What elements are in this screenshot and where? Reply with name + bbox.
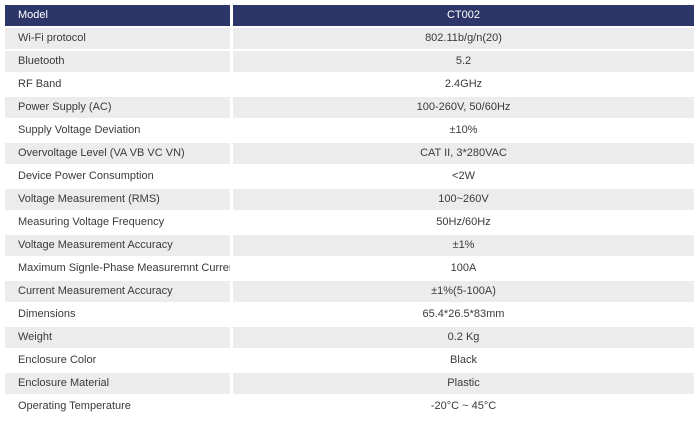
model-label: Model: [5, 5, 233, 26]
spec-label: Supply Voltage Deviation: [5, 120, 233, 141]
spec-label: RF Band: [5, 74, 233, 95]
spec-value: 100~260V: [233, 189, 694, 210]
spec-value: CAT II, 3*280VAC: [233, 143, 694, 164]
spec-header-row: Model CT002: [5, 5, 694, 26]
spec-row-rf-band: RF Band 2.4GHz: [5, 74, 694, 95]
spec-value: 50Hz/60Hz: [233, 212, 694, 233]
spec-value: <2W: [233, 166, 694, 187]
spec-value: Black: [233, 350, 694, 371]
spec-row-max-single-phase-current: Maximum Signle-Phase Measuremnt Current …: [5, 258, 694, 279]
spec-row-operating-temperature: Operating Temperature -20°C ~ 45°C: [5, 396, 694, 417]
spec-label: Power Supply (AC): [5, 97, 233, 118]
spec-value: 65.4*26.5*83mm: [233, 304, 694, 325]
spec-table-body: Model CT002 Wi-Fi protocol 802.11b/g/n(2…: [5, 5, 694, 417]
model-value: CT002: [233, 5, 694, 26]
spec-value: 802.11b/g/n(20): [233, 28, 694, 49]
spec-row-weight: Weight 0.2 Kg: [5, 327, 694, 348]
spec-row-enclosure-color: Enclosure Color Black: [5, 350, 694, 371]
spec-label: Measuring Voltage Frequency: [5, 212, 233, 233]
spec-label: Current Measurement Accuracy: [5, 281, 233, 302]
spec-row-current-measurement-accuracy: Current Measurement Accuracy ±1%(5-100A): [5, 281, 694, 302]
spec-label: Bluetooth: [5, 51, 233, 72]
spec-value: ±10%: [233, 120, 694, 141]
spec-row-device-power-consumption: Device Power Consumption <2W: [5, 166, 694, 187]
spec-value: 2.4GHz: [233, 74, 694, 95]
spec-value: Plastic: [233, 373, 694, 394]
spec-row-dimensions: Dimensions 65.4*26.5*83mm: [5, 304, 694, 325]
spec-row-wifi-protocol: Wi-Fi protocol 802.11b/g/n(20): [5, 28, 694, 49]
spec-label: Voltage Measurement (RMS): [5, 189, 233, 210]
spec-label: Weight: [5, 327, 233, 348]
spec-label: Dimensions: [5, 304, 233, 325]
spec-label: Voltage Measurement Accuracy: [5, 235, 233, 256]
spec-label: Enclosure Material: [5, 373, 233, 394]
spec-value: 100A: [233, 258, 694, 279]
spec-label: Device Power Consumption: [5, 166, 233, 187]
spec-row-measuring-voltage-frequency: Measuring Voltage Frequency 50Hz/60Hz: [5, 212, 694, 233]
spec-value: 0.2 Kg: [233, 327, 694, 348]
spec-row-supply-voltage-deviation: Supply Voltage Deviation ±10%: [5, 120, 694, 141]
spec-row-overvoltage-level: Overvoltage Level (VA VB VC VN) CAT II, …: [5, 143, 694, 164]
spec-label: Maximum Signle-Phase Measuremnt Current: [5, 258, 233, 279]
spec-row-enclosure-material: Enclosure Material Plastic: [5, 373, 694, 394]
spec-row-bluetooth: Bluetooth 5.2: [5, 51, 694, 72]
spec-row-voltage-measurement-accuracy: Voltage Measurement Accuracy ±1%: [5, 235, 694, 256]
spec-label: Wi-Fi protocol: [5, 28, 233, 49]
spec-value: ±1%: [233, 235, 694, 256]
spec-table: Model CT002 Wi-Fi protocol 802.11b/g/n(2…: [5, 3, 694, 419]
spec-label: Enclosure Color: [5, 350, 233, 371]
spec-value: -20°C ~ 45°C: [233, 396, 694, 417]
spec-label: Operating Temperature: [5, 396, 233, 417]
spec-label: Overvoltage Level (VA VB VC VN): [5, 143, 233, 164]
spec-row-voltage-measurement-rms: Voltage Measurement (RMS) 100~260V: [5, 189, 694, 210]
spec-value: 5.2: [233, 51, 694, 72]
spec-row-power-supply: Power Supply (AC) 100-260V, 50/60Hz: [5, 97, 694, 118]
spec-value: ±1%(5-100A): [233, 281, 694, 302]
spec-value: 100-260V, 50/60Hz: [233, 97, 694, 118]
